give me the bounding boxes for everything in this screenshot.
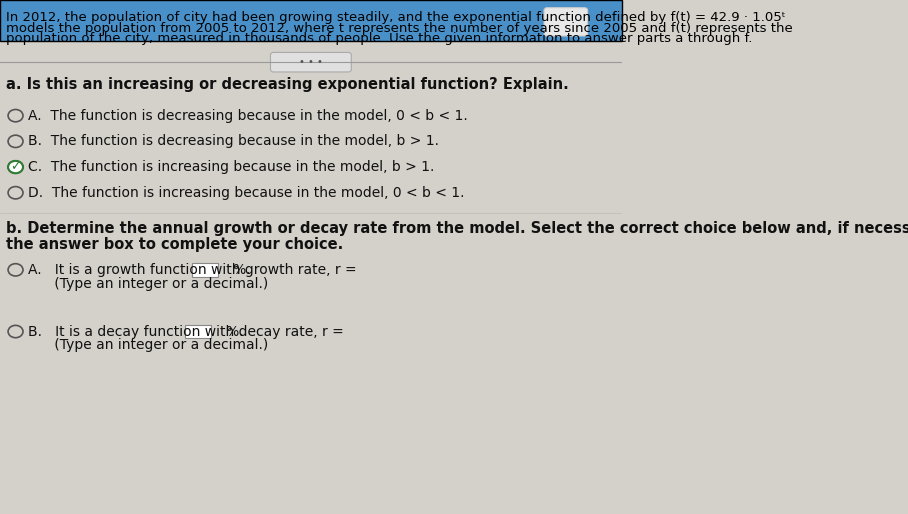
Text: • • •: • • • bbox=[299, 57, 323, 67]
Text: A.  The function is decreasing because in the model, 0 < b < 1.: A. The function is decreasing because in… bbox=[28, 108, 468, 123]
Text: ✓: ✓ bbox=[10, 160, 21, 174]
FancyBboxPatch shape bbox=[0, 0, 622, 41]
Text: (Type an integer or a decimal.): (Type an integer or a decimal.) bbox=[28, 338, 268, 353]
Text: %.: %. bbox=[213, 324, 243, 339]
Text: models the population from 2005 to 2012, where t represents the number of years : models the population from 2005 to 2012,… bbox=[6, 22, 793, 35]
Text: D.  The function is increasing because in the model, 0 < b < 1.: D. The function is increasing because in… bbox=[28, 186, 465, 200]
Circle shape bbox=[8, 161, 23, 173]
FancyBboxPatch shape bbox=[271, 52, 351, 72]
Text: population of the city, measured in thousands of people. Use the given informati: population of the city, measured in thou… bbox=[6, 32, 753, 45]
Text: A.   It is a growth function with growth rate, r =: A. It is a growth function with growth r… bbox=[28, 263, 361, 277]
Text: B.   It is a decay function with decay rate, r =: B. It is a decay function with decay rat… bbox=[28, 324, 348, 339]
Text: In 2012, the population of city had been growing steadily, and the exponential f: In 2012, the population of city had been… bbox=[6, 11, 785, 25]
Text: %.: %. bbox=[220, 263, 251, 277]
Text: the answer box to complete your choice.: the answer box to complete your choice. bbox=[6, 236, 343, 252]
FancyBboxPatch shape bbox=[544, 8, 587, 36]
FancyBboxPatch shape bbox=[192, 263, 218, 277]
Text: a. Is this an increasing or decreasing exponential function? Explain.: a. Is this an increasing or decreasing e… bbox=[6, 77, 569, 93]
Text: (Type an integer or a decimal.): (Type an integer or a decimal.) bbox=[28, 277, 268, 291]
FancyBboxPatch shape bbox=[185, 325, 212, 338]
Text: C.  The function is increasing because in the model, b > 1.: C. The function is increasing because in… bbox=[28, 160, 434, 174]
Text: b. Determine the annual growth or decay rate from the model. Select the correct : b. Determine the annual growth or decay … bbox=[6, 221, 908, 236]
Text: B.  The function is decreasing because in the model, b > 1.: B. The function is decreasing because in… bbox=[28, 134, 439, 149]
